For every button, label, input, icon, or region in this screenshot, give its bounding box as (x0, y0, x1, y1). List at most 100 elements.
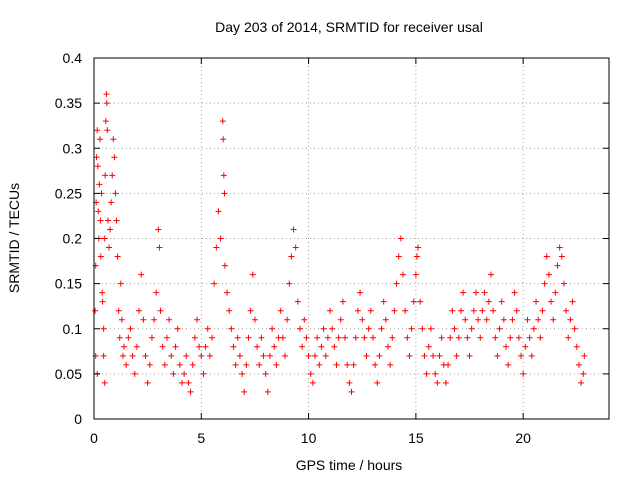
data-point (354, 307, 361, 314)
data-point (94, 127, 101, 134)
grid (94, 58, 609, 419)
data-point (153, 289, 160, 296)
data-point (95, 208, 102, 215)
data-point (314, 334, 321, 341)
data-point (249, 271, 256, 278)
data-point (100, 352, 107, 359)
data-point (359, 316, 366, 323)
data-point (206, 352, 213, 359)
data-point (161, 361, 168, 368)
data-point (485, 298, 492, 305)
data-point (113, 217, 120, 224)
data-point (117, 280, 124, 287)
data-point (97, 217, 104, 224)
data-point (427, 325, 434, 332)
data-point (279, 334, 286, 341)
data-point (103, 91, 110, 98)
data-point (163, 334, 170, 341)
data-point (181, 370, 188, 377)
data-point (449, 307, 456, 314)
data-point (114, 253, 121, 260)
data-point (133, 343, 140, 350)
data-point (104, 127, 111, 134)
data-point (331, 343, 338, 350)
data-point (344, 361, 351, 368)
data-point (156, 244, 163, 251)
data-point (522, 343, 529, 350)
data-point (109, 172, 116, 179)
data-point (221, 262, 228, 269)
x-tick-labels: 0 5 10 15 20 (90, 430, 531, 446)
y-tick-label: 0.3 (63, 140, 83, 156)
data-point (552, 289, 559, 296)
data-point (393, 280, 400, 287)
data-point (408, 325, 415, 332)
data-point (178, 379, 185, 386)
data-point (102, 118, 109, 125)
data-point (185, 379, 192, 386)
data-point (221, 190, 228, 197)
data-point (348, 388, 355, 395)
data-point (581, 352, 588, 359)
data-point (565, 334, 572, 341)
data-point (425, 343, 432, 350)
x-tick-label: 15 (408, 430, 424, 446)
data-point (513, 307, 520, 314)
data-point (269, 325, 276, 332)
data-point (556, 244, 563, 251)
data-point (412, 271, 419, 278)
data-point (157, 307, 164, 314)
data-point (578, 379, 585, 386)
data-point (498, 298, 505, 305)
data-point (266, 352, 273, 359)
data-point (515, 334, 522, 341)
data-point (247, 307, 254, 314)
data-point (220, 136, 227, 143)
data-point (487, 271, 494, 278)
data-point (511, 289, 518, 296)
data-point (94, 163, 101, 170)
data-point (288, 253, 295, 260)
data-point (271, 343, 278, 350)
data-point (243, 361, 250, 368)
y-tick-label: 0.35 (55, 95, 82, 111)
data-point (481, 289, 488, 296)
data-point (118, 316, 125, 323)
data-point (103, 100, 110, 107)
data-point (96, 181, 103, 188)
data-point (483, 316, 490, 323)
axis-ticks (93, 57, 609, 420)
data-point (159, 343, 166, 350)
y-tick-label: 0 (74, 411, 82, 427)
data-point (292, 244, 299, 251)
data-point (107, 226, 114, 233)
y-axis-label: SRMTID / TECUs (6, 183, 22, 293)
data-point (172, 343, 179, 350)
data-point (466, 352, 473, 359)
data-point (554, 262, 561, 269)
data-point (110, 136, 117, 143)
data-point (97, 253, 104, 260)
data-point (219, 118, 226, 125)
data-point (329, 325, 336, 332)
data-point (245, 334, 252, 341)
data-point (470, 307, 477, 314)
data-point (430, 352, 437, 359)
data-point (286, 280, 293, 287)
data-point (215, 208, 222, 215)
x-axis-label: GPS time / hours (296, 457, 403, 473)
data-point (305, 352, 312, 359)
data-point (457, 307, 464, 314)
y-tick-label: 0.2 (63, 231, 83, 247)
data-point (365, 325, 372, 332)
data-point (526, 334, 533, 341)
data-point (136, 307, 143, 314)
data-point (256, 361, 263, 368)
data-point (339, 298, 346, 305)
data-point (294, 298, 301, 305)
data-point (389, 334, 396, 341)
data-point (406, 352, 413, 359)
data-point (123, 361, 130, 368)
data-point (220, 172, 227, 179)
